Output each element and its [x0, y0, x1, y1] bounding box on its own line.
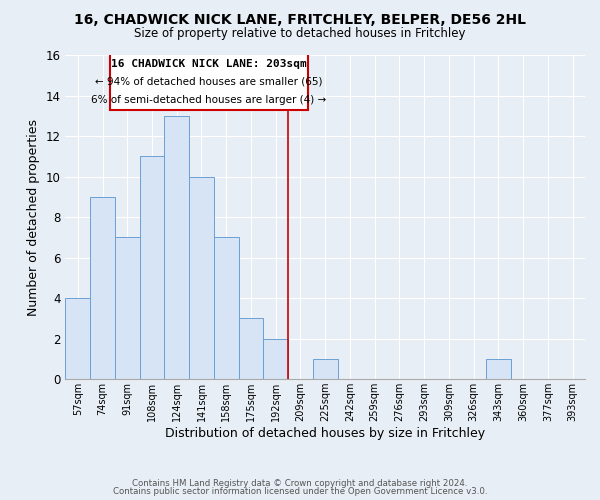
- Text: Size of property relative to detached houses in Fritchley: Size of property relative to detached ho…: [134, 28, 466, 40]
- Bar: [486, 359, 511, 379]
- Text: 16, CHADWICK NICK LANE, FRITCHLEY, BELPER, DE56 2HL: 16, CHADWICK NICK LANE, FRITCHLEY, BELPE…: [74, 12, 526, 26]
- Bar: [140, 156, 164, 379]
- FancyBboxPatch shape: [110, 53, 308, 110]
- Bar: [65, 298, 90, 379]
- Bar: [189, 176, 214, 379]
- X-axis label: Distribution of detached houses by size in Fritchley: Distribution of detached houses by size …: [165, 427, 485, 440]
- Bar: [115, 238, 140, 379]
- Y-axis label: Number of detached properties: Number of detached properties: [27, 118, 40, 316]
- Bar: [164, 116, 189, 379]
- Bar: [90, 197, 115, 379]
- Text: 6% of semi-detached houses are larger (4) →: 6% of semi-detached houses are larger (4…: [91, 94, 326, 104]
- Bar: [313, 359, 338, 379]
- Bar: [239, 318, 263, 379]
- Text: Contains public sector information licensed under the Open Government Licence v3: Contains public sector information licen…: [113, 487, 487, 496]
- Text: 16 CHADWICK NICK LANE: 203sqm: 16 CHADWICK NICK LANE: 203sqm: [111, 59, 307, 69]
- Text: ← 94% of detached houses are smaller (65): ← 94% of detached houses are smaller (65…: [95, 76, 323, 86]
- Text: Contains HM Land Registry data © Crown copyright and database right 2024.: Contains HM Land Registry data © Crown c…: [132, 478, 468, 488]
- Bar: [263, 338, 288, 379]
- Bar: [214, 238, 239, 379]
